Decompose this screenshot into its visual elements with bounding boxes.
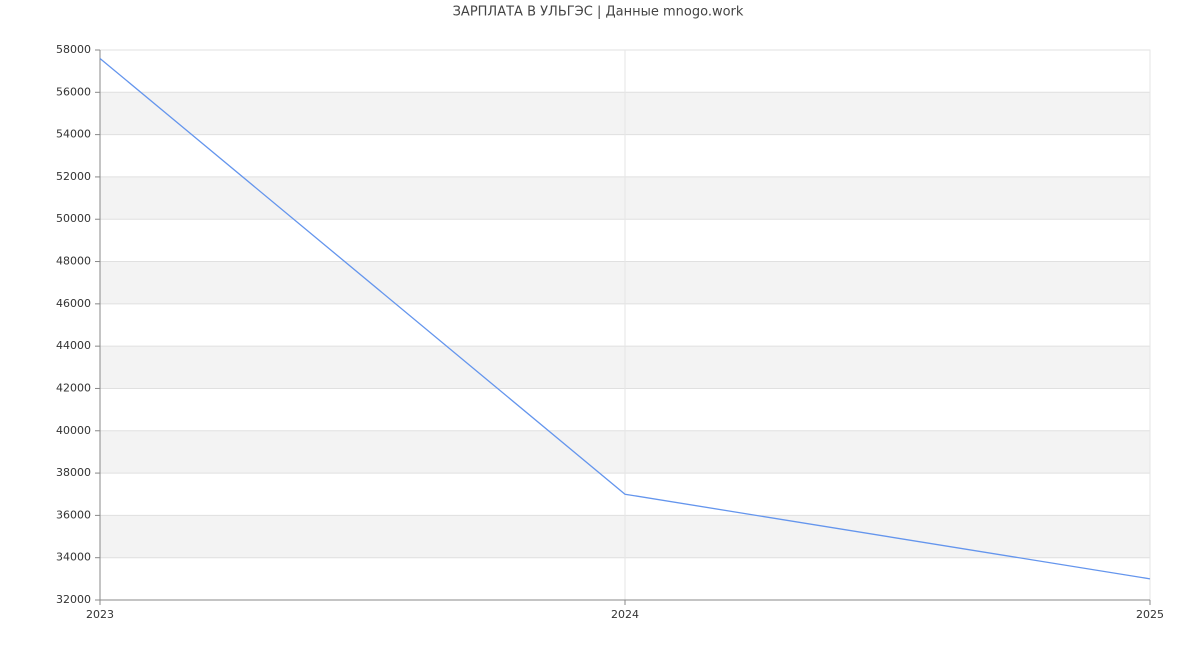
y-tick-label: 38000 [56, 466, 91, 479]
y-tick-label: 58000 [56, 43, 91, 56]
y-tick-label: 50000 [56, 212, 91, 225]
y-tick-label: 46000 [56, 297, 91, 310]
line [99, 57, 1151, 580]
x-tick-label: 2025 [1136, 608, 1164, 621]
x-tick-label: 2024 [611, 608, 639, 621]
y-tick-label: 42000 [56, 381, 91, 394]
chart-title: ЗАРПЛАТА В УЛЬГЭС | Данные mnogo.work [453, 5, 744, 20]
y-tick-label: 44000 [56, 339, 91, 352]
y-tick-label: 48000 [56, 255, 91, 268]
y-tick-label: 32000 [56, 593, 91, 606]
y-tick-label: 54000 [56, 128, 91, 141]
y-tick-label: 56000 [56, 85, 91, 98]
y-tick-label: 52000 [56, 170, 91, 183]
y-tick-label: 40000 [56, 424, 91, 437]
y-tick-label: 36000 [56, 508, 91, 521]
y-tick-label: 34000 [56, 551, 91, 564]
x-tick-label: 2023 [86, 608, 114, 621]
